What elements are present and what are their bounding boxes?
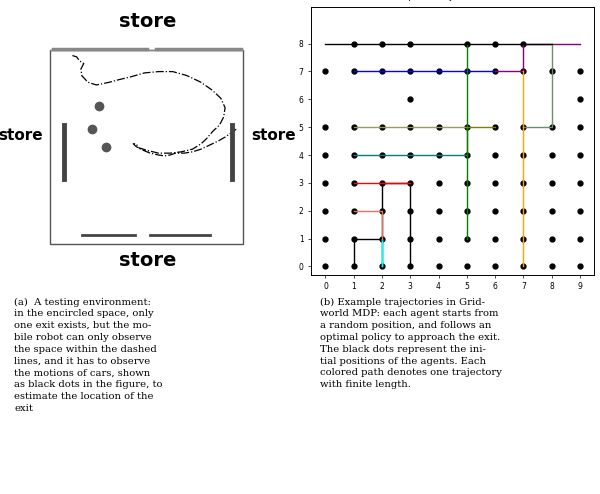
Title: Example of trajectories in MDP: Example of trajectories in MDP (383, 0, 523, 1)
Text: store: store (251, 128, 296, 143)
Text: store: store (119, 12, 176, 31)
Text: store: store (119, 251, 176, 270)
Text: store: store (0, 128, 43, 143)
Text: (b) Example trajectories in Grid-
world MDP: each agent starts from
a random pos: (b) Example trajectories in Grid- world … (320, 297, 502, 389)
Text: (a)  A testing environment:
in the encircled space, only
one exit exists, but th: (a) A testing environment: in the encirc… (14, 297, 163, 412)
Bar (50, 50, 244, 244)
